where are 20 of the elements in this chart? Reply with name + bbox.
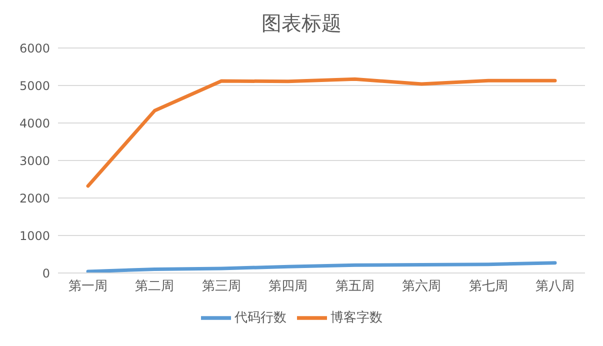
legend-label: 代码行数 bbox=[234, 310, 286, 326]
x-tick-label: 第四周 bbox=[268, 279, 308, 294]
y-tick-label: 4000 bbox=[19, 116, 50, 130]
x-tick-label: 第七周 bbox=[468, 279, 508, 294]
chart-title: 图表标题 bbox=[260, 10, 342, 37]
line-series bbox=[86, 261, 557, 273]
y-tick-label: 0 bbox=[42, 266, 50, 280]
x-tick-label: 第八周 bbox=[536, 279, 574, 294]
y-tick-label: 3000 bbox=[19, 154, 50, 168]
x-tick-label: 第二周 bbox=[135, 279, 174, 294]
x-tick-label: 第六周 bbox=[402, 279, 442, 294]
line-series bbox=[86, 77, 557, 188]
y-tick-label: 6000 bbox=[19, 41, 50, 56]
x-tick-label: 第三周 bbox=[202, 279, 241, 294]
y-tick-label: 2000 bbox=[19, 191, 50, 206]
y-tick-label: 5000 bbox=[19, 78, 50, 93]
y-tick-label: 1000 bbox=[19, 228, 50, 243]
x-tick-label: 第五周 bbox=[335, 279, 374, 294]
x-tick-label: 第一周 bbox=[68, 279, 108, 294]
legend-label: 博客字数 bbox=[330, 310, 382, 326]
